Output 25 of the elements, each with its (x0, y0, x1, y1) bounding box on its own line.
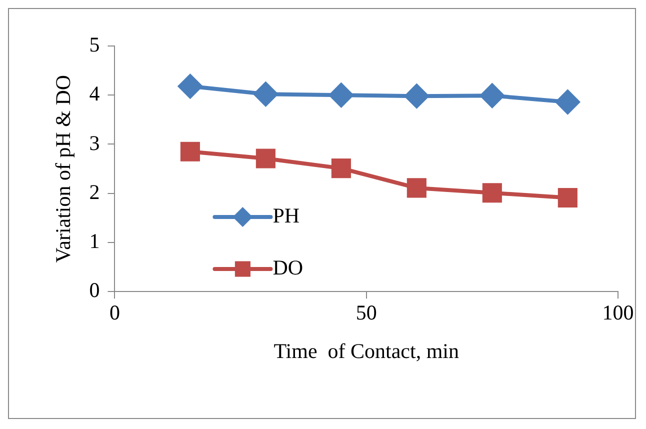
legend-label: PH (272, 204, 300, 228)
point (406, 178, 426, 198)
y-tick-label: 3 (89, 130, 100, 155)
point (178, 74, 202, 98)
y-tick-label: 0 (89, 278, 100, 302)
y-tick-label: 2 (89, 180, 100, 204)
point (556, 90, 580, 114)
y-tick-label: 1 (89, 228, 100, 253)
point (558, 188, 578, 208)
x-tick-label: 0 (109, 300, 120, 325)
point (480, 84, 504, 108)
x-tick-label: 100 (602, 300, 634, 325)
legend-label: DO (272, 256, 304, 280)
point (404, 84, 429, 108)
x-tick-label: 50 (356, 300, 377, 325)
point (482, 183, 502, 203)
point (329, 83, 354, 108)
y-tick-label: 5 (89, 32, 100, 57)
x-axis-title: Time of Contact, min (274, 338, 460, 363)
y-axis-title: Variation of pH & DO (51, 74, 76, 263)
point (180, 142, 200, 162)
point (256, 148, 276, 168)
point (254, 82, 278, 106)
point (331, 158, 351, 178)
y-tick-label: 4 (89, 82, 100, 106)
